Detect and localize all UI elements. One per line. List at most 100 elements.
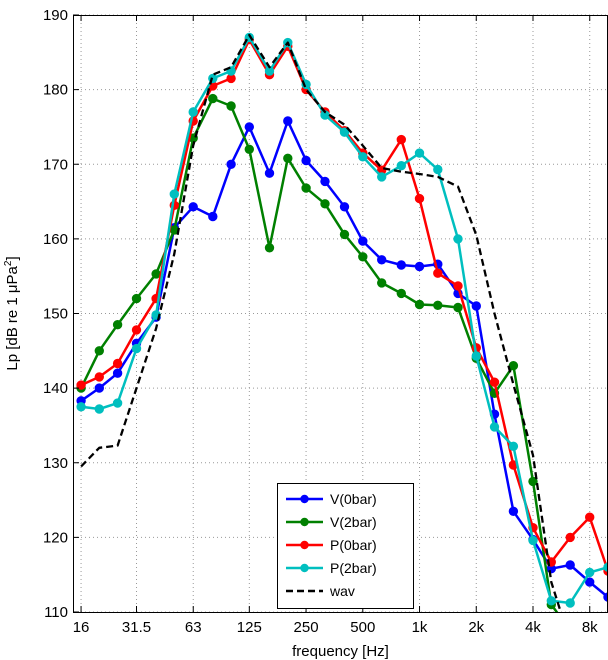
data-point-v-2bar bbox=[301, 183, 311, 193]
x-tick-label: 125 bbox=[237, 619, 262, 636]
data-point-p-0bar bbox=[131, 325, 142, 335]
x-axis-label: frequency [Hz] bbox=[292, 643, 389, 660]
data-point-v-0bar bbox=[112, 368, 123, 378]
data-point-p-0bar bbox=[76, 380, 86, 390]
x-tick-label: 8k bbox=[582, 619, 598, 636]
data-point-v-0bar bbox=[396, 260, 406, 270]
data-point-p-2bar bbox=[489, 422, 500, 432]
data-point-p-0bar bbox=[489, 377, 500, 387]
data-point-v-2bar bbox=[433, 300, 443, 310]
data-point-v-0bar bbox=[226, 159, 236, 170]
y-tick-label: 140 bbox=[43, 380, 68, 397]
x-tick-label: 500 bbox=[350, 619, 375, 636]
data-point-p-0bar bbox=[585, 512, 595, 522]
data-point-p-2bar bbox=[396, 161, 406, 171]
series-layer bbox=[76, 32, 608, 653]
data-point-v-0bar bbox=[471, 301, 481, 311]
data-point-v-0bar bbox=[208, 211, 218, 222]
data-point-p-2bar bbox=[414, 148, 425, 158]
y-tick-label: 130 bbox=[43, 455, 68, 472]
data-point-p-2bar bbox=[131, 343, 142, 354]
data-point-v-0bar bbox=[377, 255, 387, 265]
data-point-v-0bar bbox=[414, 261, 425, 272]
data-point-p-2bar bbox=[433, 164, 443, 175]
data-point-p-2bar bbox=[94, 404, 105, 414]
y-axis-label: Lp [dB re 1 μPa2] bbox=[3, 256, 21, 370]
data-point-v-2bar bbox=[453, 302, 463, 313]
legend-label-p-0bar: P(0bar) bbox=[330, 537, 377, 553]
legend-label-v-2bar: V(2bar) bbox=[330, 514, 377, 530]
legend-marker-p-0bar bbox=[300, 540, 309, 550]
data-point-p-2bar bbox=[76, 402, 86, 412]
data-point-v-2bar bbox=[528, 476, 538, 487]
y-tick-label: 120 bbox=[43, 529, 68, 546]
data-point-p-2bar bbox=[377, 172, 387, 182]
y-tick-label: 110 bbox=[44, 604, 68, 621]
data-point-v-0bar bbox=[283, 116, 293, 126]
y-tick-label: 170 bbox=[43, 156, 68, 173]
data-point-v-2bar bbox=[151, 269, 161, 279]
data-point-v-2bar bbox=[320, 199, 330, 209]
data-point-p-0bar bbox=[565, 532, 575, 543]
data-point-v-0bar bbox=[264, 168, 275, 178]
x-tick-label: 16 bbox=[73, 619, 90, 636]
data-point-v-2bar bbox=[264, 243, 275, 253]
data-point-v-2bar bbox=[396, 288, 406, 299]
y-axis-label-superscript: 2 bbox=[3, 260, 14, 266]
data-point-v-2bar bbox=[131, 293, 142, 304]
legend-label-v-0bar: V(0bar) bbox=[330, 491, 377, 507]
data-point-v-2bar bbox=[283, 153, 293, 164]
y-tick-label: 180 bbox=[43, 82, 68, 99]
data-point-p-0bar bbox=[433, 268, 443, 278]
data-point-v-0bar bbox=[508, 506, 519, 516]
data-point-v-2bar bbox=[208, 93, 218, 104]
data-point-p-2bar bbox=[471, 351, 481, 361]
data-point-v-0bar bbox=[320, 176, 330, 187]
data-point-v-0bar bbox=[358, 236, 368, 246]
y-tick-label: 150 bbox=[43, 306, 68, 323]
axis-ticks: 16 31.5 63 125 250 500 1k 2k 4k 8k 110 120 130 140 150… bbox=[43, 7, 598, 636]
data-point-p-2bar bbox=[508, 441, 519, 451]
legend-label-wav: wav bbox=[329, 583, 355, 599]
data-point-v-0bar bbox=[339, 202, 350, 212]
data-point-p-0bar bbox=[94, 372, 105, 382]
legend-marker-v-2bar bbox=[300, 517, 309, 527]
data-point-p-0bar bbox=[414, 193, 425, 204]
x-tick-label: 250 bbox=[294, 619, 319, 636]
data-point-p-2bar bbox=[169, 189, 180, 199]
x-tick-label: 1k bbox=[412, 619, 428, 636]
data-point-v-2bar bbox=[377, 278, 387, 288]
data-point-v-2bar bbox=[112, 320, 123, 330]
data-point-p-0bar bbox=[112, 358, 123, 369]
data-point-v-2bar bbox=[94, 346, 105, 356]
data-point-v-0bar bbox=[585, 577, 595, 587]
y-axis-label-end: ] bbox=[4, 256, 21, 260]
data-point-v-2bar bbox=[226, 101, 236, 111]
x-tick-label: 63 bbox=[185, 619, 202, 636]
data-point-v-2bar bbox=[339, 229, 350, 240]
data-point-p-0bar bbox=[453, 281, 463, 291]
legend: V(0bar) V(2bar) P(0bar) P(2bar) wav bbox=[277, 483, 414, 609]
data-point-v-2bar bbox=[358, 252, 368, 262]
x-tick-label: 2k bbox=[468, 619, 484, 636]
data-point-v-0bar bbox=[244, 122, 255, 132]
data-point-v-2bar bbox=[586, 645, 594, 653]
data-point-v-0bar bbox=[94, 383, 105, 393]
data-point-v-0bar bbox=[301, 155, 311, 166]
data-point-v-2bar bbox=[566, 627, 574, 635]
data-point-v-2bar bbox=[244, 144, 255, 155]
data-point-p-2bar bbox=[358, 152, 368, 162]
data-point-p-2bar bbox=[585, 567, 595, 578]
data-point-p-2bar bbox=[565, 598, 575, 608]
y-tick-label: 160 bbox=[43, 231, 68, 248]
data-point-v-2bar bbox=[508, 361, 519, 371]
data-point-p-2bar bbox=[528, 535, 538, 546]
legend-label-p-2bar: P(2bar) bbox=[330, 560, 377, 576]
data-point-p-2bar bbox=[546, 596, 556, 606]
data-point-p-2bar bbox=[188, 107, 198, 117]
data-point-v-2bar bbox=[414, 299, 425, 310]
x-tick-label: 31.5 bbox=[122, 619, 151, 636]
data-point-v-0bar bbox=[565, 560, 575, 570]
legend-marker-p-2bar bbox=[300, 563, 309, 573]
